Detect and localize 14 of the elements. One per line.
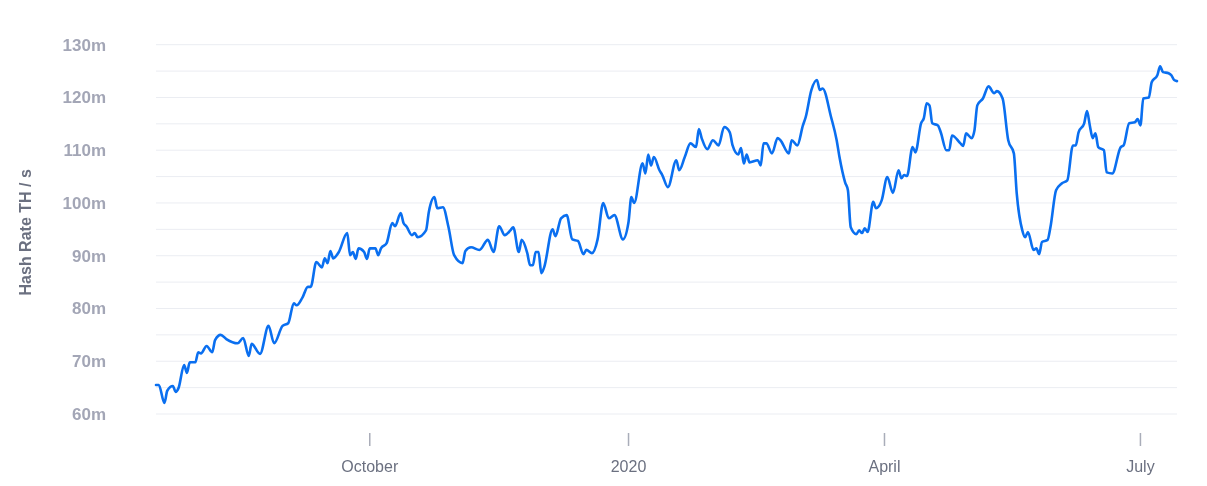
line-series [154,65,1179,405]
y-tick-label: 110m [63,141,106,161]
y-tick-label: 100m [62,193,106,213]
y-tick-label: 70m [71,352,106,372]
y-tick-label: 60m [71,404,106,424]
x-tick-label: July [1126,458,1155,475]
y-axis-title: Hash Rate TH / s [17,169,34,296]
y-tick-label: 130m [62,35,106,55]
x-tick-label: 2020 [610,458,647,475]
x-tick-label: April [868,458,901,475]
y-tick-label: 120m [62,88,106,108]
y-tick-label: 90m [71,246,106,266]
y-tick-label: 80m [71,299,106,319]
x-tick-label: October [341,458,399,475]
